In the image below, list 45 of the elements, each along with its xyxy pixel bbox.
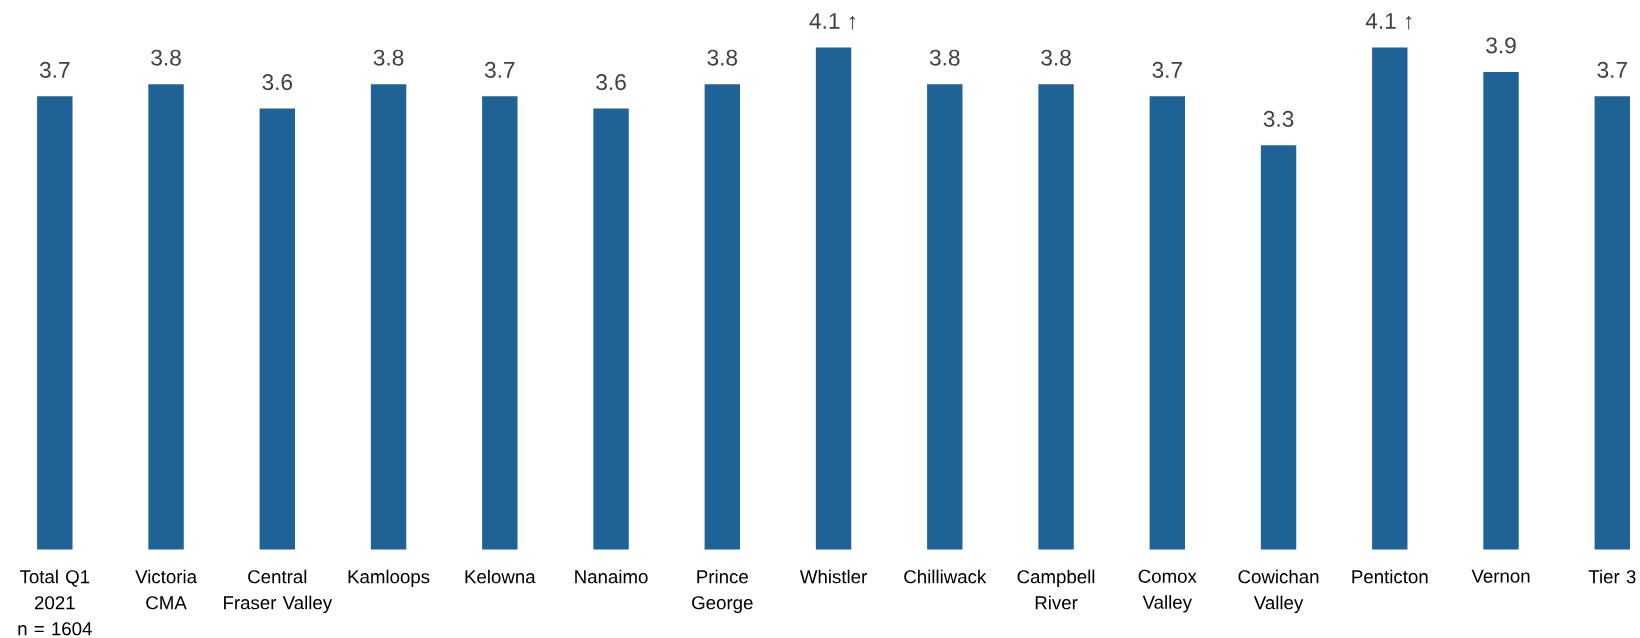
x-tick-label: Comox Valley	[1138, 569, 1197, 613]
data-label: 3.7	[39, 61, 70, 78]
bar	[1594, 96, 1630, 550]
x-tick-label: Central Fraser Valley	[224, 569, 333, 614]
x-tick-label: Penticton	[1352, 569, 1428, 584]
x-tick-label: Nanaimo	[575, 569, 648, 584]
bar	[259, 108, 296, 550]
x-tick-label: Kamloops	[348, 569, 430, 588]
x-tick-label: Vernon	[1471, 569, 1530, 583]
data-label: 3.3	[1263, 110, 1294, 127]
bar	[148, 84, 184, 550]
data-label: 4.1 ↑	[1365, 13, 1412, 30]
bar	[482, 96, 518, 550]
data-label: 3.8	[373, 49, 404, 66]
bar	[370, 84, 407, 550]
data-label: 3.8	[1041, 49, 1071, 66]
bar	[927, 84, 963, 550]
x-tick-label: Total Q1 2021 n = 1604	[18, 569, 92, 636]
data-label: 3.6	[262, 74, 293, 91]
bar	[37, 96, 73, 550]
x-tick-label: Campbell River	[1017, 569, 1095, 610]
bar	[1038, 84, 1074, 550]
bar	[704, 84, 740, 550]
data-label: 3.9	[1486, 37, 1516, 54]
data-label: 3.7	[1597, 61, 1627, 78]
x-tick-label: Kelowna	[465, 569, 536, 584]
x-tick-label: Prince George	[692, 569, 753, 614]
data-label: 3.7	[484, 61, 515, 78]
bar	[1149, 96, 1185, 550]
bar	[1372, 47, 1408, 550]
x-tick-label: Whistler	[799, 569, 867, 584]
data-label: 3.7	[1152, 61, 1182, 78]
x-tick-label: Tier 3	[1588, 569, 1636, 584]
data-label: 3.8	[707, 49, 738, 66]
data-label: 3.8	[929, 49, 960, 66]
data-label: 3.6	[596, 74, 626, 91]
bar	[815, 47, 852, 550]
bar	[1483, 71, 1519, 550]
x-tick-label: Chilliwack	[904, 569, 987, 584]
bar	[1260, 145, 1297, 550]
x-tick-label: Victoria CMA	[135, 569, 198, 610]
x-tick-label: Cowichan Valley	[1238, 569, 1319, 614]
bar	[593, 108, 629, 550]
data-label: 3.8	[151, 49, 181, 66]
data-label: 4.1 ↑	[809, 13, 856, 30]
